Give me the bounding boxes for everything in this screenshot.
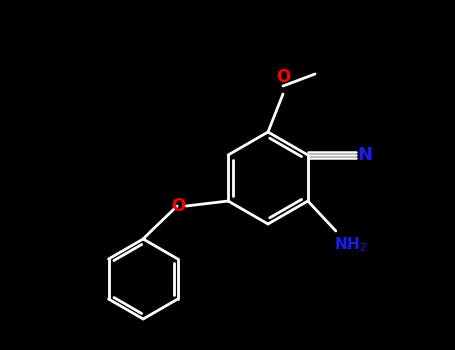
- Text: N: N: [358, 146, 373, 164]
- Text: O: O: [171, 197, 185, 215]
- Text: O: O: [276, 68, 290, 86]
- Text: NH$_2$: NH$_2$: [334, 235, 367, 254]
